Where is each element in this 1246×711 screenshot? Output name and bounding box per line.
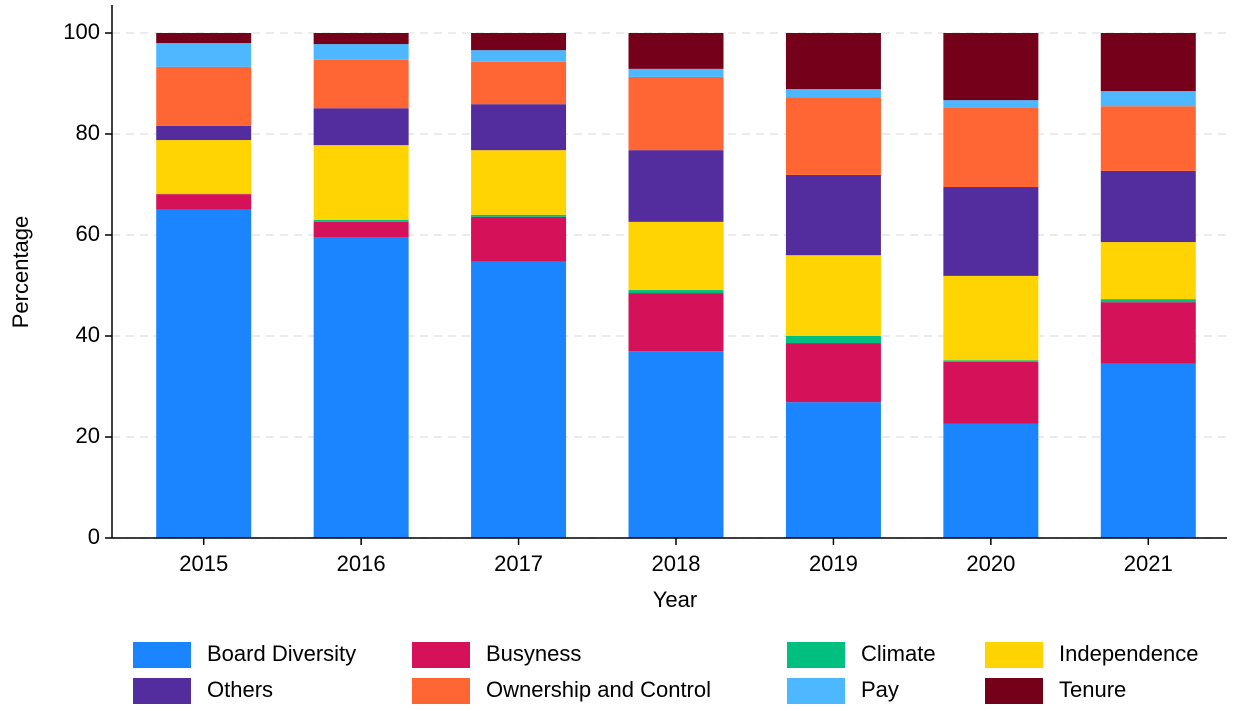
x-tick-label: 2016	[337, 551, 386, 576]
x-tick-label: 2015	[179, 551, 228, 576]
bar-segment	[785, 89, 881, 98]
bar-segment	[628, 76, 724, 151]
x-tick-label: 2020	[966, 551, 1015, 576]
bar-segment	[313, 219, 409, 222]
x-tick-label: 2021	[1124, 551, 1173, 576]
bar-segment	[313, 44, 409, 60]
legend-swatch	[787, 678, 845, 704]
bar-segment	[943, 33, 1039, 101]
legend-swatch	[412, 642, 470, 668]
y-tick-label: 40	[76, 322, 100, 347]
bar-segment	[471, 33, 567, 51]
bar-segment	[471, 261, 567, 538]
bar-segment	[471, 214, 567, 217]
bar-segment	[471, 150, 567, 215]
bar-segment	[628, 293, 724, 352]
x-tick-label: 2019	[809, 551, 858, 576]
bar-segment	[785, 97, 881, 175]
legend-label: Climate	[861, 641, 936, 666]
bar-segment	[1100, 91, 1196, 107]
bar-segment	[156, 194, 252, 210]
y-tick-label: 20	[76, 423, 100, 448]
legend-swatch	[133, 678, 191, 704]
bar-segment	[156, 66, 252, 126]
bar-segment	[943, 107, 1039, 188]
legend-label: Others	[207, 677, 273, 702]
bar-segment	[471, 61, 567, 105]
bar-segment	[943, 275, 1039, 361]
bar-segment	[785, 402, 881, 538]
y-axis-title: Percentage	[8, 216, 33, 329]
x-axis-title: Year	[653, 587, 697, 612]
bar-segment	[1100, 299, 1196, 303]
bar-segment	[785, 174, 881, 256]
bar-segment	[628, 290, 724, 294]
bar-segment	[156, 43, 252, 67]
bar-segment	[943, 360, 1039, 362]
bar-segment	[1100, 363, 1196, 538]
bar-segment	[1100, 33, 1196, 92]
bar-segment	[1100, 170, 1196, 243]
bar-segment	[943, 423, 1039, 538]
bar-segment	[156, 125, 252, 141]
y-tick-label: 80	[76, 120, 100, 145]
bar-segment	[943, 361, 1039, 424]
bar-segment	[785, 33, 881, 90]
legend-label: Pay	[861, 677, 899, 702]
bar-segment	[1100, 242, 1196, 300]
bar-segment	[628, 150, 724, 222]
bar-segment	[785, 343, 881, 403]
bar-segment	[313, 145, 409, 220]
x-tick-label: 2018	[652, 551, 701, 576]
bar-segment	[313, 59, 409, 109]
y-tick-label: 100	[63, 19, 100, 44]
y-tick-label: 60	[76, 221, 100, 246]
legend-label: Busyness	[486, 641, 581, 666]
bar-segment	[943, 100, 1039, 108]
bar-segment	[313, 108, 409, 146]
bar-segment	[313, 221, 409, 238]
bar-segment	[156, 209, 252, 538]
legend-swatch	[787, 642, 845, 668]
legend-swatch	[985, 642, 1043, 668]
bar-segment	[471, 104, 567, 151]
y-tick-label: 0	[88, 524, 100, 549]
bar-segment	[471, 50, 567, 62]
bar-segment	[313, 237, 409, 538]
bar-segment	[628, 33, 724, 69]
legend-swatch	[985, 678, 1043, 704]
legend-label: Ownership and Control	[486, 677, 711, 702]
legend-label: Independence	[1059, 641, 1198, 666]
legend-label: Board Diversity	[207, 641, 356, 666]
bar-segment	[1100, 106, 1196, 171]
bar-segment	[1100, 302, 1196, 364]
legend-swatch	[412, 678, 470, 704]
bar-segment	[785, 336, 881, 344]
bar-segment	[628, 351, 724, 538]
bar-segment	[471, 216, 567, 262]
legend-swatch	[133, 642, 191, 668]
bar-segment	[156, 140, 252, 195]
bar-segment	[785, 255, 881, 336]
bar-segment	[628, 68, 724, 77]
bar-segment	[156, 33, 252, 44]
bar-segment	[628, 221, 724, 291]
bar-segment	[313, 33, 409, 45]
x-tick-label: 2017	[494, 551, 543, 576]
legend-label: Tenure	[1059, 677, 1126, 702]
bar-segment	[943, 187, 1039, 276]
